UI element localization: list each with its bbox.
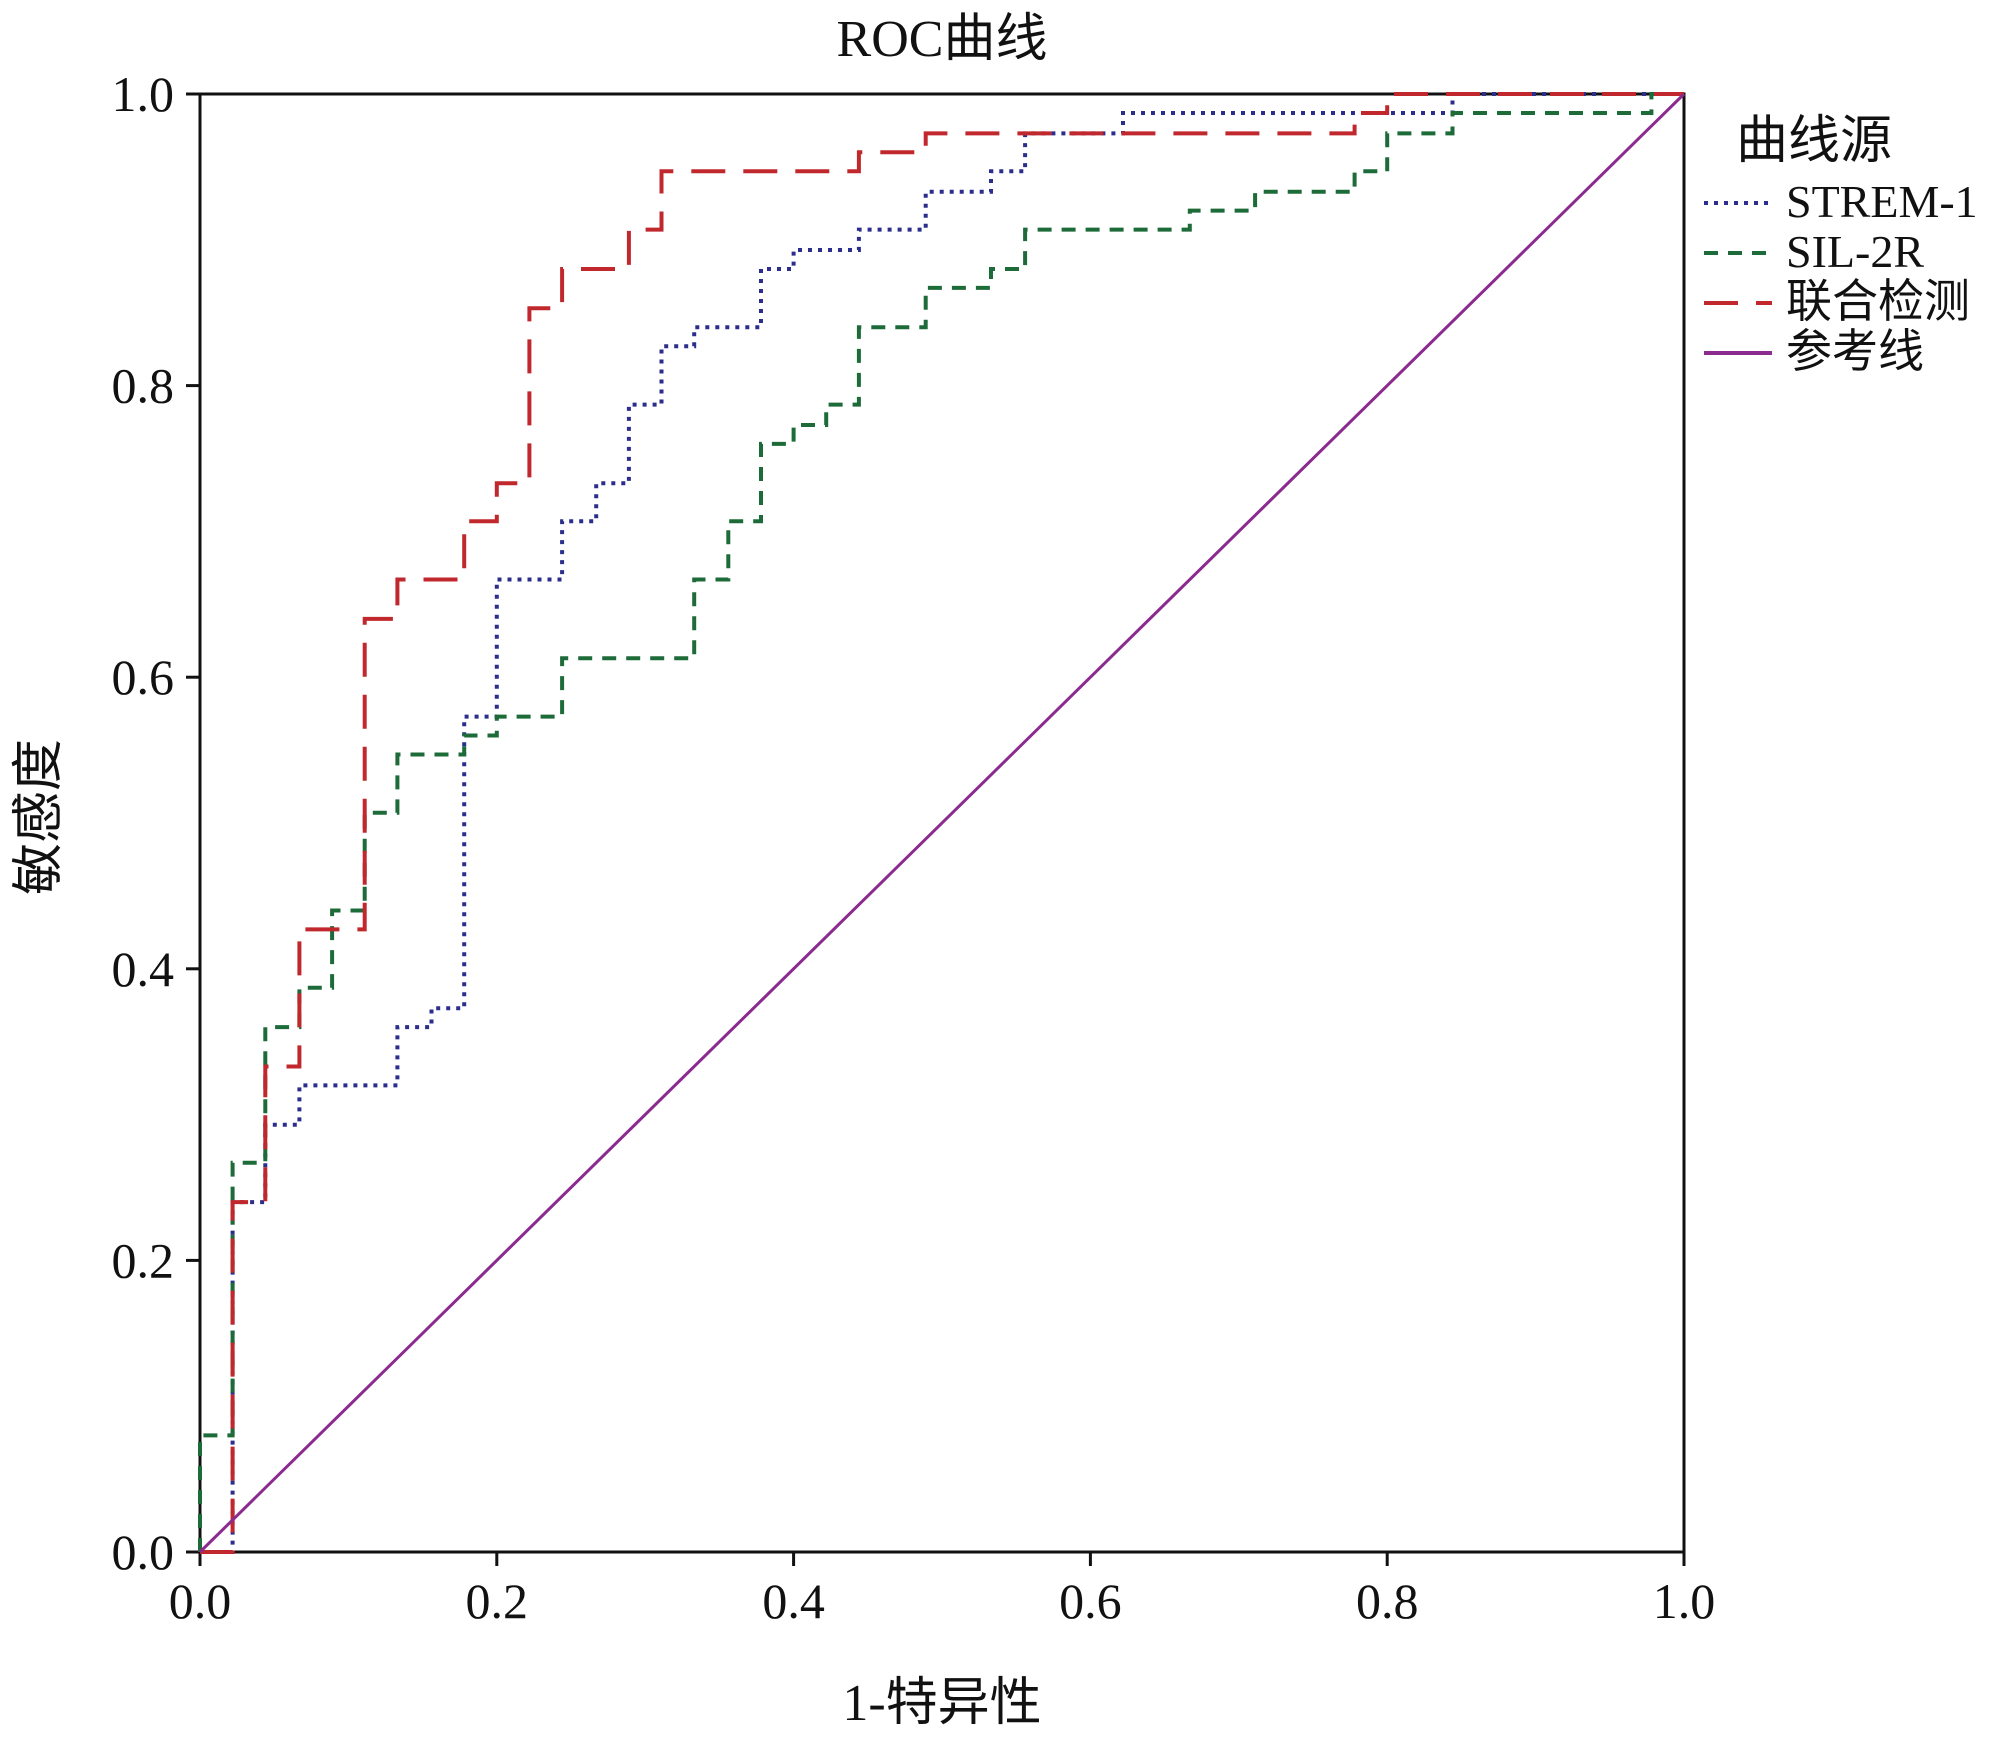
legend-label-4: 参考线 [1786,326,1924,377]
x-tick-label: 0.4 [762,1573,825,1629]
x-tick-label: 0.2 [466,1573,529,1629]
x-axis-label: 1-特异性 [842,1675,1041,1732]
series-line-1 [200,92,1684,1554]
x-tick-label: 0.6 [1059,1573,1122,1629]
axis-ticks: 0.0 0.2 0.4 0.6 0.8 1.0 0.0 0.2 0.4 0.6 0.8 1.0 [112,66,1716,1629]
series-line-4 [198,92,1686,1554]
legend-title: 曲线源 [1736,113,1892,170]
y-tick-label: 0.0 [112,1524,175,1580]
y-tick-label: 0.2 [112,1232,175,1288]
y-tick-label: 1.0 [112,66,175,122]
legend-label-3: 联合检测 [1786,276,1970,327]
plot-area-frame [198,92,1686,1554]
chart-title: ROC曲线 [837,11,1048,68]
legend-label-2: SIL-2R [1786,226,1924,277]
series-line-3 [200,92,1684,1554]
y-axis-label: 敏感度 [11,739,68,895]
y-tick-label: 0.6 [112,649,175,705]
x-tick-label: 0.8 [1356,1573,1419,1629]
series-lines [198,92,1686,1554]
legend-label-1: STREM-1 [1786,176,1978,227]
x-tick-label: 1.0 [1653,1573,1716,1629]
y-tick-label: 0.4 [112,941,175,997]
y-tick-label: 0.8 [112,358,175,414]
series-line-2 [198,92,1684,1552]
x-tick-label: 0.0 [169,1573,232,1629]
